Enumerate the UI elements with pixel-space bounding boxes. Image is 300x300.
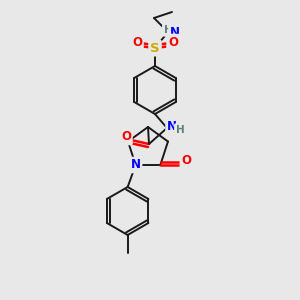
Text: O: O (181, 154, 191, 167)
Text: H: H (176, 125, 184, 135)
Text: H: H (164, 25, 172, 35)
Text: O: O (168, 35, 178, 49)
Text: S: S (150, 41, 160, 55)
Text: O: O (132, 35, 142, 49)
Text: N: N (167, 121, 177, 134)
Text: N: N (170, 26, 180, 40)
Text: O: O (121, 130, 131, 143)
Text: N: N (131, 158, 141, 172)
